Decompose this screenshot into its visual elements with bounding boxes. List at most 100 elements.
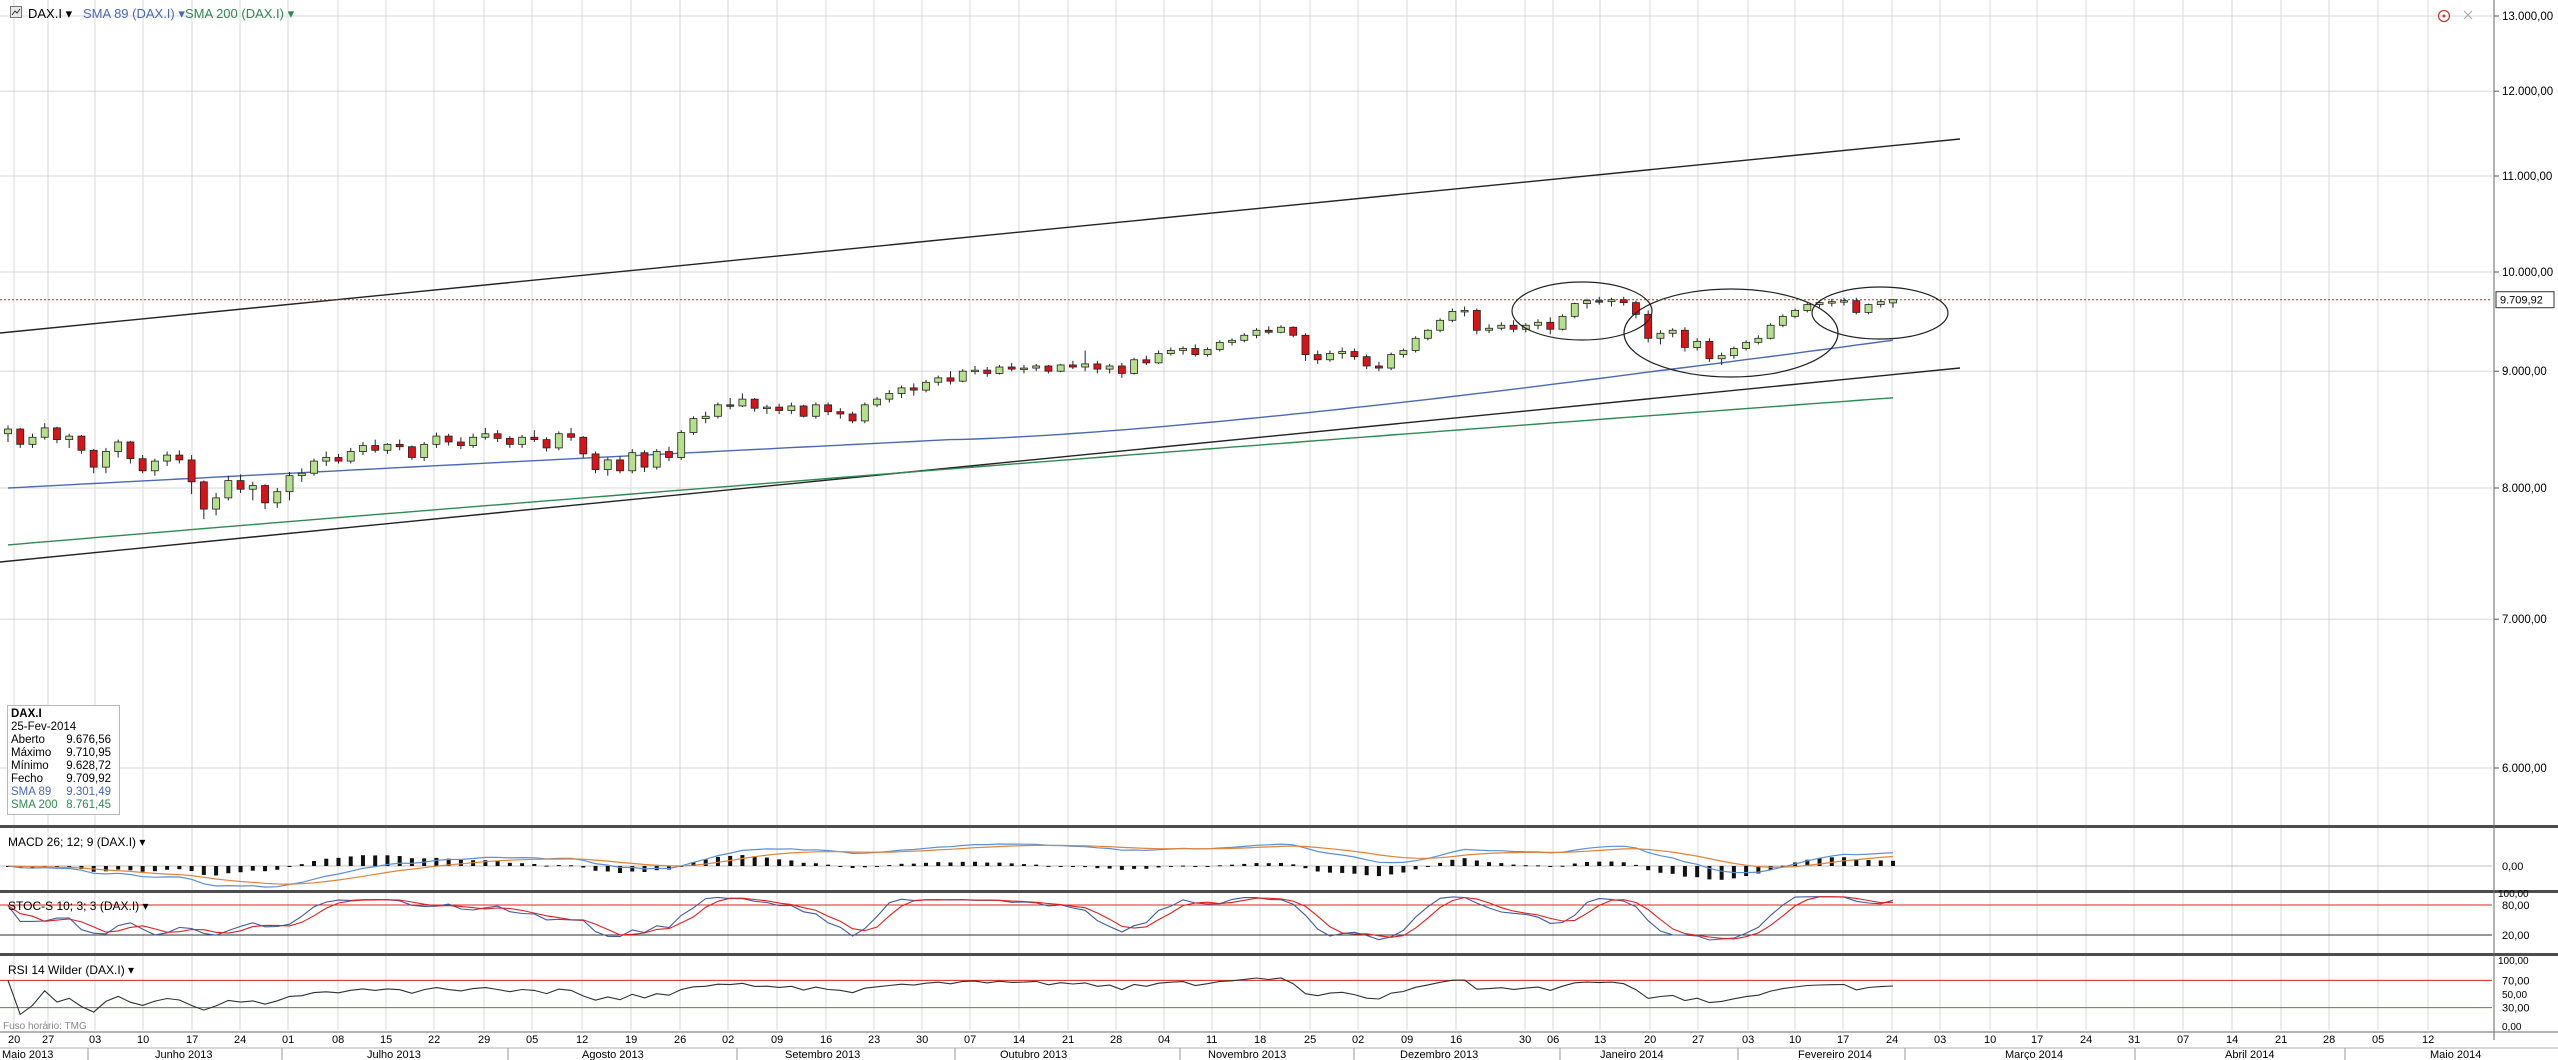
macd-histogram-bar (434, 857, 439, 866)
macd-histogram-bar (1817, 858, 1822, 866)
close-icon[interactable] (2462, 9, 2474, 24)
candle-body (163, 454, 172, 462)
candle-body (1338, 351, 1347, 354)
macd-selector[interactable]: MACD 26; 12; 9 (DAX.I) ▾ (8, 835, 145, 849)
macd-histogram-bar (972, 861, 977, 866)
macd-histogram-bar (1658, 866, 1663, 873)
macd-histogram-bar (263, 866, 268, 872)
candle-body (1509, 324, 1518, 330)
candle-body (248, 485, 257, 490)
candle-body (395, 443, 404, 448)
refresh-icon[interactable] (2437, 9, 2451, 26)
x-day-label: 28 (2323, 1034, 2335, 1046)
x-day-label: 02 (1352, 1034, 1364, 1046)
macd-histogram-bar (1425, 866, 1430, 867)
candle-body (824, 404, 832, 413)
candle-body (983, 369, 992, 374)
x-day-label: 16 (820, 1034, 832, 1046)
candle-body (848, 413, 857, 422)
candle-body (1705, 340, 1714, 360)
chevron-down-icon: ▾ (139, 835, 146, 849)
macd-histogram-bar (483, 860, 488, 866)
macd-histogram-bar (1181, 865, 1186, 867)
candle-body (542, 439, 551, 449)
candle-body (995, 366, 1004, 374)
candle-body (591, 453, 600, 470)
tooltip-key: SMA 200 (11, 799, 58, 811)
macd-histogram-bar (1327, 866, 1332, 873)
candle-body (1583, 300, 1591, 304)
macd-histogram-bar (1474, 860, 1479, 866)
candle-body (28, 436, 37, 445)
indicator-panels: 0,00100,0080,0020,00100,0070,0050,0030,0… (0, 825, 2558, 1033)
rsi-line (7, 977, 1894, 1016)
candle-body (1644, 313, 1653, 339)
macd-histogram-bar (1744, 866, 1749, 877)
macd-histogram-bar (1156, 866, 1161, 868)
candle-body (1497, 324, 1506, 329)
tooltip-value: 9.676,56 (66, 734, 111, 746)
x-day-label: 30 (916, 1034, 928, 1046)
candle-body (1130, 359, 1139, 374)
macd-histogram-bar (875, 866, 880, 867)
candle-body (1117, 365, 1126, 374)
x-day-label: 10 (1984, 1034, 1996, 1046)
macd-histogram-bar (520, 863, 525, 866)
macd-histogram-bar (1646, 866, 1651, 871)
candle-body (628, 452, 637, 472)
x-day-label: 09 (1401, 1034, 1413, 1046)
candle-body (1558, 315, 1567, 330)
candle-body (505, 438, 514, 445)
symbol-selector[interactable]: DAX.I ▾ (28, 6, 72, 22)
candle-body (1803, 304, 1812, 311)
macd-histogram-bar (312, 861, 317, 866)
x-day-label: 10 (137, 1034, 149, 1046)
candle-body (1277, 326, 1285, 333)
symbol-label: DAX.I (28, 6, 62, 21)
macd-histogram-bar (1144, 866, 1149, 869)
chevron-down-icon: ▾ (287, 6, 295, 21)
macd-histogram-bar (1230, 864, 1235, 866)
candle-body (1020, 367, 1028, 370)
y-tick-label: 8.000,00 (2502, 483, 2547, 495)
candle-body (946, 377, 955, 382)
candle-body (481, 433, 490, 438)
candle-body (1460, 310, 1469, 313)
macd-histogram-bar (1168, 866, 1173, 867)
x-day-label: 03 (89, 1034, 101, 1046)
macd-histogram-bar (1842, 857, 1847, 866)
macd-histogram-bar (299, 864, 304, 866)
candle-body (885, 393, 894, 400)
macd-histogram-bar (862, 866, 867, 868)
tooltip-key: Fecho (11, 773, 43, 785)
macd-histogram-bar (1609, 861, 1614, 866)
macd-histogram-bar (1548, 866, 1553, 867)
tooltip-value: 8.761,45 (66, 799, 111, 811)
stoch-top-label: 100,00 (2498, 889, 2529, 900)
x-month-label: Novembro 2013 (1208, 1049, 1286, 1060)
candle-body (1264, 329, 1273, 333)
chart-menu-icon[interactable] (10, 6, 22, 21)
candle-body (1423, 329, 1432, 339)
x-day-label: 26 (674, 1034, 686, 1046)
macd-histogram-bar (1389, 866, 1394, 875)
x-day-label: 04 (1158, 1034, 1170, 1046)
rsi-selector[interactable]: RSI 14 Wilder (DAX.I) ▾ (8, 963, 134, 977)
sma200-selector[interactable]: SMA 200 (DAX.I) ▾ (185, 6, 294, 22)
candle-body (469, 436, 478, 446)
stoch-selector[interactable]: STOC-S 10; 3; 3 (DAX.I) ▾ (8, 899, 149, 913)
sma89-selector[interactable]: SMA 89 (DAX.I) ▾ (83, 6, 185, 22)
macd-signal-line (7, 844, 1894, 885)
y-tick-label: 6.000,00 (2502, 763, 2547, 775)
macd-histogram-bar (1854, 859, 1859, 866)
candle-body (1681, 329, 1689, 348)
macd-histogram-bar (1107, 866, 1112, 869)
x-day-label: 14 (2226, 1034, 2238, 1046)
candle-body (652, 451, 661, 468)
x-day-label: 14 (1013, 1034, 1025, 1046)
macd-histogram-bar (189, 866, 194, 872)
candle-body (187, 459, 196, 483)
panel-divider (0, 825, 2558, 828)
macd-histogram-bar (324, 858, 329, 866)
macd-histogram-bar (201, 866, 206, 875)
